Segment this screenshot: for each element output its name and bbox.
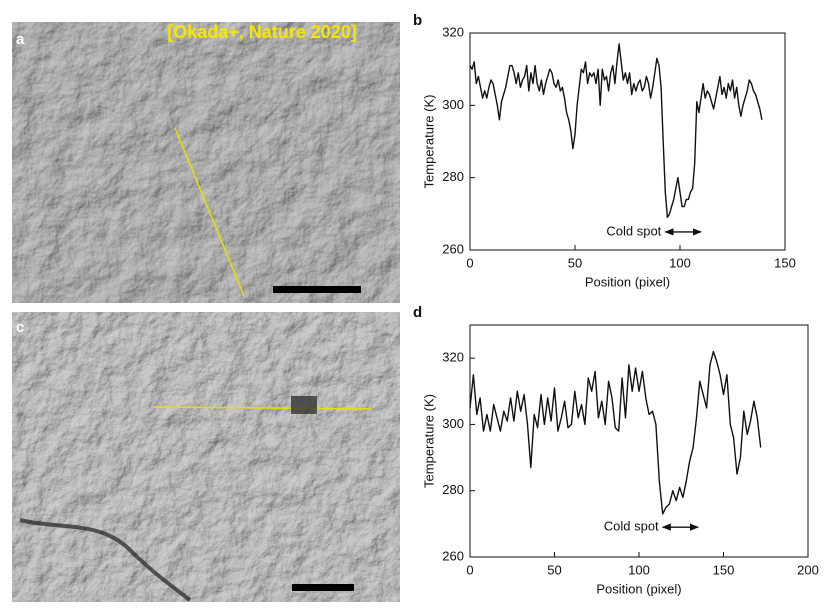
y-tick-label: 260 <box>442 548 464 563</box>
x-axis-label: Position (pixel) <box>585 274 670 289</box>
image-c: c <box>12 312 400 602</box>
y-tick-label: 320 <box>442 24 464 39</box>
panel-label: d <box>413 304 422 321</box>
panel-label: c <box>16 319 24 336</box>
y-tick-label: 320 <box>442 350 464 365</box>
annotation: Cold spot <box>606 223 661 238</box>
x-tick-label: 0 <box>466 255 473 270</box>
x-tick-label: 150 <box>713 562 735 577</box>
y-tick-label: 280 <box>442 169 464 184</box>
panel-label: a <box>16 31 25 48</box>
x-tick-label: 100 <box>669 255 691 270</box>
x-tick-label: 100 <box>628 562 650 577</box>
y-tick-label: 300 <box>442 416 464 431</box>
panel-label: b <box>413 12 422 29</box>
y-axis-label: Temperature (K) <box>421 95 436 189</box>
temperature-line <box>469 350 762 515</box>
y-tick-label: 280 <box>442 482 464 497</box>
plot-frame <box>469 32 786 251</box>
image-a: a [Okada+, Nature 2020] <box>12 22 400 303</box>
y-axis-label: Temperature (K) <box>421 394 436 488</box>
x-tick-label: 0 <box>466 562 473 577</box>
x-tick-label: 50 <box>547 562 561 577</box>
temperature-line <box>469 43 763 219</box>
x-tick-label: 150 <box>774 255 796 270</box>
x-tick-label: 50 <box>568 255 582 270</box>
credit: [Okada+, Nature 2020] <box>167 22 357 42</box>
x-tick-label: 200 <box>797 562 819 577</box>
annotation: Cold spot <box>604 519 659 534</box>
x-axis-label: Position (pixel) <box>596 581 681 596</box>
y-tick-label: 260 <box>442 241 464 256</box>
y-tick-label: 300 <box>442 97 464 112</box>
